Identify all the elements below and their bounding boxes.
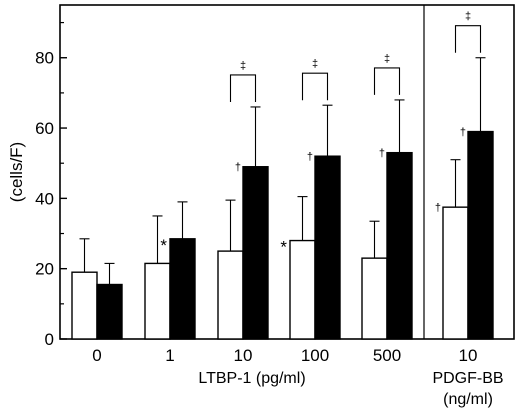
- filled-bar: [96, 283, 123, 340]
- comparison-bracket: [373, 67, 401, 95]
- x-tick-label: 10: [459, 346, 478, 365]
- bar-series: [71, 130, 494, 340]
- x-axis-label-pdgf-line1: PDGF-BB: [432, 370, 503, 387]
- x-axis-tick-labels: 0 1 10 100 500 10: [92, 346, 477, 365]
- dagger-mark: †: [460, 127, 466, 139]
- open-bar: [144, 262, 171, 340]
- open-bar: [442, 206, 469, 340]
- comparison-bracket: [229, 74, 257, 102]
- filled-bar: [467, 130, 494, 340]
- comparison-brackets: ‡ ‡ ‡ ‡: [229, 11, 482, 102]
- asterisk-mark: *: [160, 236, 167, 255]
- y-axis-label: (cells/F): [7, 142, 26, 202]
- double-dagger-mark: ‡: [384, 53, 390, 65]
- x-tick-label: 0: [92, 346, 101, 365]
- y-tick-label: 0: [45, 330, 54, 349]
- x-tick-label: 500: [373, 346, 401, 365]
- filled-bar: [242, 166, 269, 340]
- plot-frame: [59, 4, 515, 340]
- dagger-mark: †: [435, 202, 441, 214]
- dagger-mark: †: [307, 151, 313, 163]
- double-dagger-mark: ‡: [240, 60, 246, 72]
- x-tick-label: 100: [301, 346, 329, 365]
- x-axis-label-ltbp: LTBP-1 (pg/ml): [198, 370, 305, 387]
- significance-marks: * † * † † † †: [160, 127, 466, 257]
- filled-bar: [169, 238, 196, 340]
- x-tick-label: 1: [165, 346, 174, 365]
- y-tick-label: 40: [35, 189, 54, 208]
- open-bar: [361, 257, 388, 340]
- y-tick-label: 20: [35, 260, 54, 279]
- double-dagger-mark: ‡: [465, 11, 471, 23]
- filled-bar: [386, 151, 413, 340]
- open-bar: [217, 250, 244, 340]
- comparison-bracket: [301, 72, 329, 101]
- asterisk-mark: *: [280, 238, 287, 257]
- open-bar: [289, 239, 316, 340]
- x-tick-label: 10: [234, 346, 253, 365]
- double-dagger-mark: ‡: [312, 58, 318, 70]
- filled-bar: [314, 155, 341, 340]
- y-tick-label: 60: [35, 119, 54, 138]
- y-axis-ticks: 0 20 40 60 80: [35, 21, 67, 349]
- error-bars: [79, 57, 486, 285]
- comparison-bracket: [454, 25, 482, 53]
- y-tick-label: 80: [35, 49, 54, 68]
- open-bar: [71, 271, 98, 340]
- x-axis-label-pdgf-line2: (ng/ml): [443, 391, 493, 408]
- dagger-mark: †: [235, 162, 241, 174]
- dagger-mark: †: [379, 148, 385, 160]
